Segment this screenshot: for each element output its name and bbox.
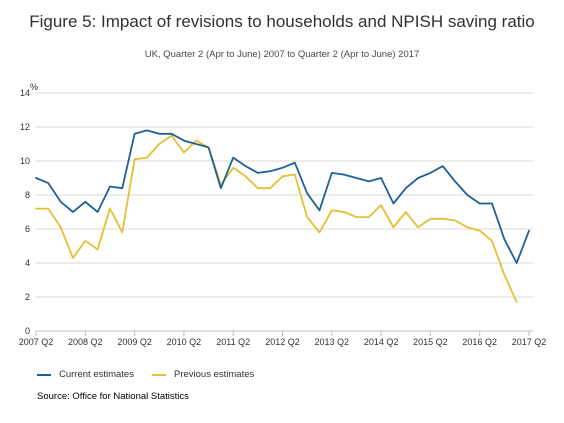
x-tick-label: 2011 Q2 [216, 337, 250, 347]
source-note: Source: Office for National Statistics [37, 391, 189, 402]
y-tick-label: 4 [25, 258, 30, 268]
legend-swatch-previous [152, 373, 166, 376]
chart-title: Figure 5: Impact of revisions to househo… [29, 12, 535, 31]
x-tick-label: 2008 Q2 [68, 337, 103, 347]
y-axis-unit: % [30, 82, 39, 92]
legend-label-previous: Previous estimates [174, 369, 255, 380]
x-tick-label: 2014 Q2 [364, 337, 399, 347]
legend-item-current: Current estimates [37, 369, 134, 380]
series-line-previous [35, 134, 518, 303]
x-tick-label: 2010 Q2 [167, 337, 202, 347]
y-tick-label: 0 [25, 326, 30, 336]
y-tick-label: 14 [20, 88, 30, 98]
chart-subtitle: UK, Quarter 2 (Apr to June) 2007 to Quar… [144, 49, 420, 60]
x-tick-label: 2007 Q2 [19, 337, 54, 347]
x-tick-label: 2015 Q2 [413, 337, 448, 347]
y-tick-label: 2 [25, 292, 30, 302]
x-tick-label: 2009 Q2 [117, 337, 152, 347]
y-tick-label: 10 [20, 156, 30, 166]
series-line-current [35, 129, 530, 264]
x-tick-label: 2013 Q2 [315, 337, 350, 347]
y-tick-label: 8 [25, 190, 30, 200]
y-tick-label: 12 [20, 122, 30, 132]
x-tick-label: 2016 Q2 [462, 337, 497, 347]
y-tick-label: 6 [25, 224, 30, 234]
legend-label-current: Current estimates [59, 369, 134, 380]
x-tick-label: 2012 Q2 [265, 337, 300, 347]
legend-swatch-current [37, 373, 51, 376]
legend-item-previous: Previous estimates [152, 369, 254, 380]
x-tick-label: 2017 Q2 [512, 337, 547, 347]
